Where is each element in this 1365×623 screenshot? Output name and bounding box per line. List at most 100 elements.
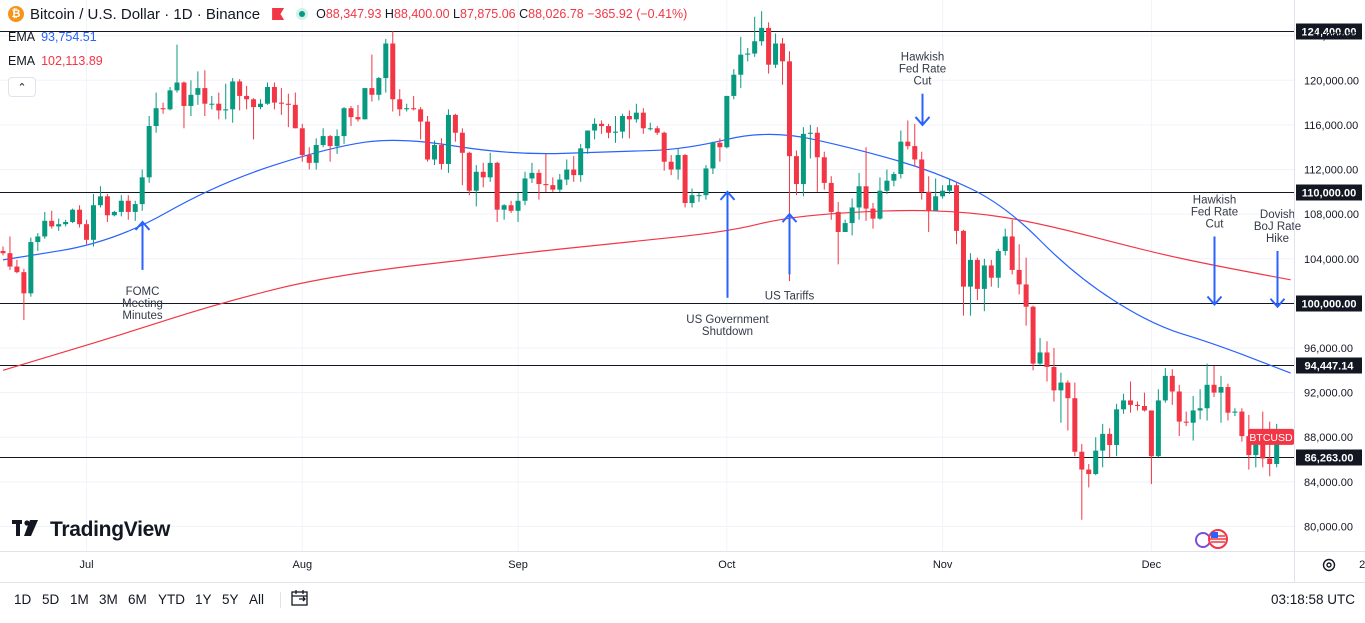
range-button-5y[interactable]: 5Y bbox=[222, 592, 239, 607]
annotation-label: Hike bbox=[1266, 233, 1289, 245]
candle-down bbox=[1009, 236, 1015, 270]
candle-down bbox=[835, 211, 841, 232]
level-price-label: 94,447.14 bbox=[1305, 361, 1355, 373]
settings-gear-icon[interactable] bbox=[1320, 556, 1338, 574]
candle-up bbox=[1218, 387, 1224, 393]
price-axis[interactable]: 124,000.00 120,000.00 116,000.00 112,000.00… bbox=[1294, 0, 1360, 582]
level-price-tag bbox=[1296, 449, 1362, 466]
level-price-label: 86,263.00 bbox=[1305, 453, 1354, 465]
candle-down bbox=[418, 109, 424, 122]
symbol-title[interactable]: Bitcoin / U.S. Dollar · 1D · Binance bbox=[30, 5, 261, 23]
ema-fast-line bbox=[2, 133, 1291, 374]
candle-down bbox=[974, 259, 980, 289]
range-button-3m[interactable]: 3M bbox=[99, 592, 118, 607]
range-button-all[interactable]: All bbox=[249, 592, 265, 607]
candle-up bbox=[995, 250, 1001, 278]
candle-down bbox=[1086, 469, 1092, 475]
candle-down bbox=[181, 82, 187, 106]
candle-down bbox=[244, 95, 250, 100]
candle-down bbox=[786, 61, 792, 157]
time-axis[interactable]: Jul Aug Sep Oct Nov Dec 2026 bbox=[0, 551, 1365, 572]
candle-up bbox=[1100, 433, 1106, 451]
candle-up bbox=[404, 108, 410, 110]
candle-down bbox=[661, 132, 667, 162]
indicator-name: EMA bbox=[8, 30, 36, 44]
candle-down bbox=[1023, 284, 1029, 307]
level-price-tag bbox=[1296, 357, 1362, 374]
candle-up bbox=[1002, 236, 1008, 251]
utc-clock[interactable]: 03:18:58 UTC bbox=[1270, 592, 1355, 607]
range-button-5d[interactable]: 5D bbox=[42, 592, 60, 607]
candle-down bbox=[84, 224, 90, 240]
range-button-ytd[interactable]: YTD bbox=[158, 592, 185, 607]
annotation-arrow-head bbox=[719, 190, 736, 201]
candle-down bbox=[954, 185, 960, 231]
candle-down bbox=[1267, 458, 1273, 464]
price-tick-label: 124,000.00 bbox=[1304, 31, 1359, 43]
candle-up bbox=[487, 162, 493, 178]
candle-down bbox=[327, 136, 333, 147]
candle-down bbox=[793, 156, 799, 185]
us-flag-icon[interactable] bbox=[1194, 528, 1234, 550]
candle-up bbox=[710, 142, 716, 169]
annotation-label: Shutdown bbox=[702, 326, 753, 338]
candle-up bbox=[675, 155, 681, 170]
tradingview-logo: TradingView bbox=[12, 518, 170, 542]
ema-slow-line bbox=[2, 209, 1291, 371]
candle-up bbox=[773, 43, 779, 65]
candle-up bbox=[264, 87, 270, 104]
candle-down bbox=[271, 87, 277, 103]
candle-down bbox=[438, 145, 444, 164]
candle-down bbox=[14, 266, 20, 273]
collapse-indicators-button[interactable]: ⌃ bbox=[8, 77, 36, 97]
range-button-6m[interactable]: 6M bbox=[128, 592, 147, 607]
candle-down bbox=[0, 250, 6, 254]
candle-up bbox=[188, 94, 194, 106]
range-button-1m[interactable]: 1M bbox=[70, 592, 89, 607]
range-button-1d[interactable]: 1D bbox=[14, 592, 32, 607]
flag-icon[interactable] bbox=[272, 8, 285, 20]
candles: BTCUSD bbox=[0, 11, 1294, 520]
candle-up bbox=[800, 133, 806, 185]
indicator-ema-slow[interactable]: EMA 102,113.89 bbox=[8, 54, 103, 68]
candle-up bbox=[223, 109, 229, 111]
annotation-label: Cut bbox=[1206, 218, 1225, 230]
candle-down bbox=[285, 103, 291, 105]
candle-down bbox=[1225, 387, 1231, 413]
candle-up bbox=[63, 221, 69, 225]
candle-up bbox=[1190, 410, 1196, 423]
date-range-icon[interactable] bbox=[291, 590, 309, 606]
candle-up bbox=[933, 196, 939, 211]
range-button-1y[interactable]: 1Y bbox=[195, 592, 212, 607]
chevron-up-icon: ⌃ bbox=[17, 81, 27, 94]
price-chart[interactable]: 124,400.00 110,000.00 100,000.00 94,447.14 8… bbox=[0, 0, 1365, 582]
candle-up bbox=[376, 78, 382, 95]
candle-down bbox=[278, 102, 284, 104]
candle-down bbox=[1148, 410, 1154, 457]
candle-up bbox=[759, 27, 765, 42]
indicator-ema-fast[interactable]: EMA 93,754.51 bbox=[8, 30, 97, 44]
candle-up bbox=[146, 126, 152, 178]
candle-up bbox=[522, 178, 528, 201]
time-tick-label: 2026 bbox=[1359, 559, 1365, 571]
candle-down bbox=[640, 112, 646, 129]
candle-down bbox=[411, 108, 417, 110]
candle-up bbox=[195, 88, 201, 95]
market-status-icon[interactable] bbox=[296, 8, 309, 20]
candle-down bbox=[717, 142, 723, 148]
change-value: −365.92 (−0.41%) bbox=[587, 7, 688, 21]
candle-down bbox=[1246, 436, 1252, 456]
annotation-label: Hawkish bbox=[901, 52, 944, 64]
candle-down bbox=[682, 155, 688, 203]
candle-up bbox=[981, 265, 987, 289]
annotation-label: Hawkish bbox=[1193, 194, 1236, 206]
candle-down bbox=[494, 162, 500, 210]
candle-up bbox=[557, 179, 563, 190]
candle-down bbox=[550, 185, 556, 190]
candle-up bbox=[209, 103, 215, 105]
candle-down bbox=[355, 117, 361, 120]
candle-up bbox=[849, 207, 855, 224]
candle-up bbox=[445, 114, 451, 164]
candle-up bbox=[529, 172, 535, 179]
level-price-label: 100,000.00 bbox=[1301, 299, 1356, 311]
